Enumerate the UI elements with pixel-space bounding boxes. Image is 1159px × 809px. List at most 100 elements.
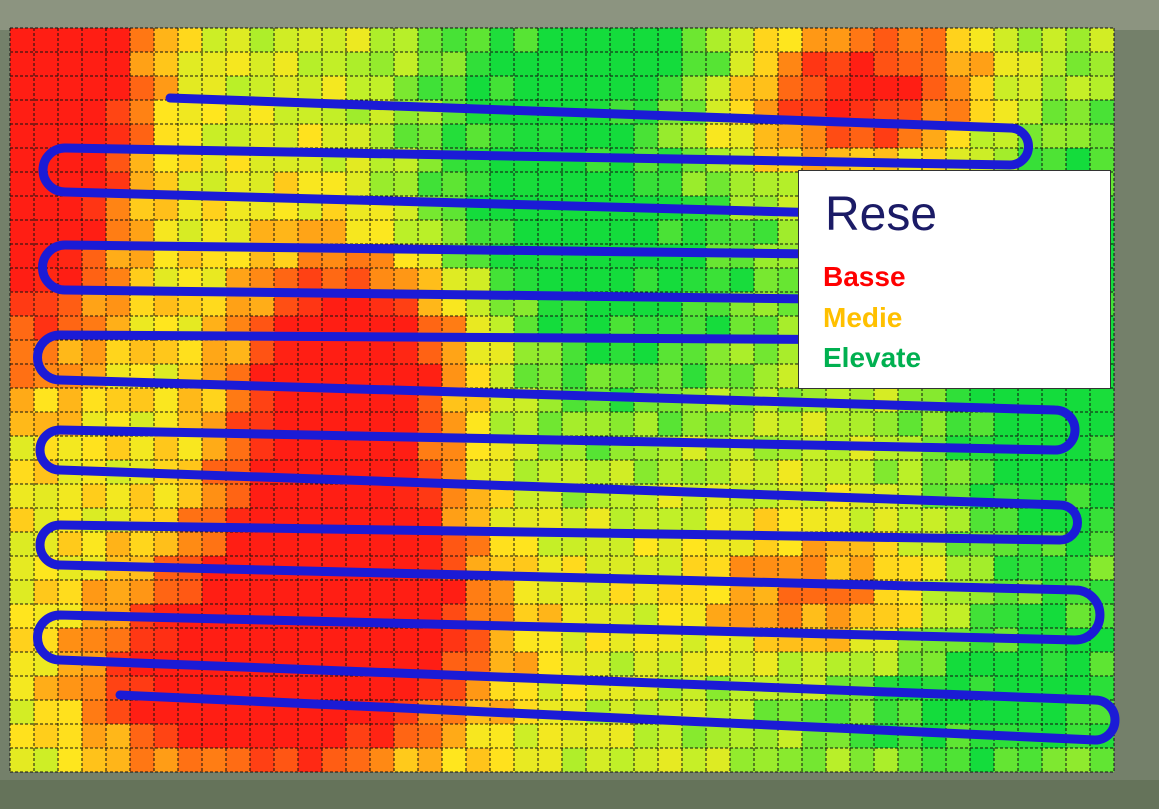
grid-cell: [946, 412, 970, 436]
grid-cell: [778, 748, 802, 772]
grid-cell: [442, 76, 466, 100]
grid-cell: [658, 508, 682, 532]
grid-cell: [394, 28, 418, 52]
grid-cell: [298, 748, 322, 772]
grid-cell: [1042, 604, 1066, 628]
grid-cell: [586, 460, 610, 484]
grid-cell: [370, 52, 394, 76]
grid-cell: [706, 604, 730, 628]
grid-cell: [994, 508, 1018, 532]
grid-cell: [322, 28, 346, 52]
grid-cell: [850, 604, 874, 628]
grid-cell: [898, 460, 922, 484]
grid-cell: [250, 340, 274, 364]
grid-cell: [1018, 700, 1042, 724]
grid-cell: [826, 508, 850, 532]
grid-cell: [250, 484, 274, 508]
grid-cell: [562, 748, 586, 772]
grid-cell: [730, 124, 754, 148]
grid-cell: [202, 628, 226, 652]
grid-cell: [610, 76, 634, 100]
grid-cell: [538, 412, 562, 436]
grid-cell: [466, 412, 490, 436]
grid-cell: [226, 340, 250, 364]
grid-cell: [226, 580, 250, 604]
grid-cell: [922, 508, 946, 532]
grid-cell: [634, 364, 658, 388]
grid-cell: [490, 724, 514, 748]
grid-cell: [658, 172, 682, 196]
grid-cell: [418, 52, 442, 76]
grid-cell: [778, 700, 802, 724]
grid-cell: [922, 604, 946, 628]
grid-cell: [418, 28, 442, 52]
grid-cell: [394, 676, 418, 700]
grid-cell: [658, 28, 682, 52]
grid-cell: [1066, 28, 1090, 52]
grid-cell: [130, 196, 154, 220]
grid-cell: [1090, 148, 1114, 172]
grid-cell: [802, 76, 826, 100]
grid-cell: [754, 172, 778, 196]
grid-cell: [898, 748, 922, 772]
grid-cell: [874, 700, 898, 724]
grid-cell: [58, 388, 82, 412]
grid-cell: [274, 580, 298, 604]
grid-cell: [442, 124, 466, 148]
grid-cell: [874, 748, 898, 772]
grid-cell: [370, 484, 394, 508]
grid-cell: [82, 100, 106, 124]
grid-cell: [706, 556, 730, 580]
grid-cell: [10, 244, 34, 268]
grid-cell: [826, 52, 850, 76]
grid-cell: [490, 364, 514, 388]
grid-cell: [346, 340, 370, 364]
grid-cell: [538, 268, 562, 292]
grid-cell: [1042, 76, 1066, 100]
grid-cell: [250, 28, 274, 52]
grid-cell: [466, 580, 490, 604]
grid-cell: [826, 28, 850, 52]
grid-cell: [706, 724, 730, 748]
grid-cell: [394, 52, 418, 76]
grid-cell: [826, 652, 850, 676]
grid-cell: [946, 76, 970, 100]
grid-cell: [1042, 124, 1066, 148]
grid-cell: [1042, 652, 1066, 676]
grid-cell: [130, 292, 154, 316]
grid-cell: [58, 220, 82, 244]
grid-cell: [802, 700, 826, 724]
grid-cell: [586, 76, 610, 100]
grid-cell: [442, 532, 466, 556]
grid-cell: [58, 676, 82, 700]
grid-cell: [946, 508, 970, 532]
grid-cell: [946, 652, 970, 676]
grid-cell: [778, 412, 802, 436]
grid-cell: [562, 52, 586, 76]
grid-cell: [1090, 100, 1114, 124]
grid-cell: [874, 52, 898, 76]
grid-cell: [130, 340, 154, 364]
grid-cell: [274, 724, 298, 748]
grid-cell: [562, 364, 586, 388]
grid-cell: [106, 388, 130, 412]
grid-cell: [58, 532, 82, 556]
grid-cell: [778, 460, 802, 484]
grid-cell: [610, 724, 634, 748]
grid-cell: [10, 220, 34, 244]
grid-cell: [754, 268, 778, 292]
grid-cell: [1042, 556, 1066, 580]
grid-cell: [706, 748, 730, 772]
grid-cell: [1090, 556, 1114, 580]
grid-cell: [922, 100, 946, 124]
grid-cell: [994, 700, 1018, 724]
grid-cell: [130, 100, 154, 124]
grid-cell: [586, 172, 610, 196]
grid-cell: [490, 412, 514, 436]
grid-cell: [466, 76, 490, 100]
grid-cell: [202, 220, 226, 244]
grid-cell: [514, 172, 538, 196]
legend-item: Basse: [823, 263, 906, 291]
grid-cell: [418, 364, 442, 388]
grid-cell: [994, 28, 1018, 52]
